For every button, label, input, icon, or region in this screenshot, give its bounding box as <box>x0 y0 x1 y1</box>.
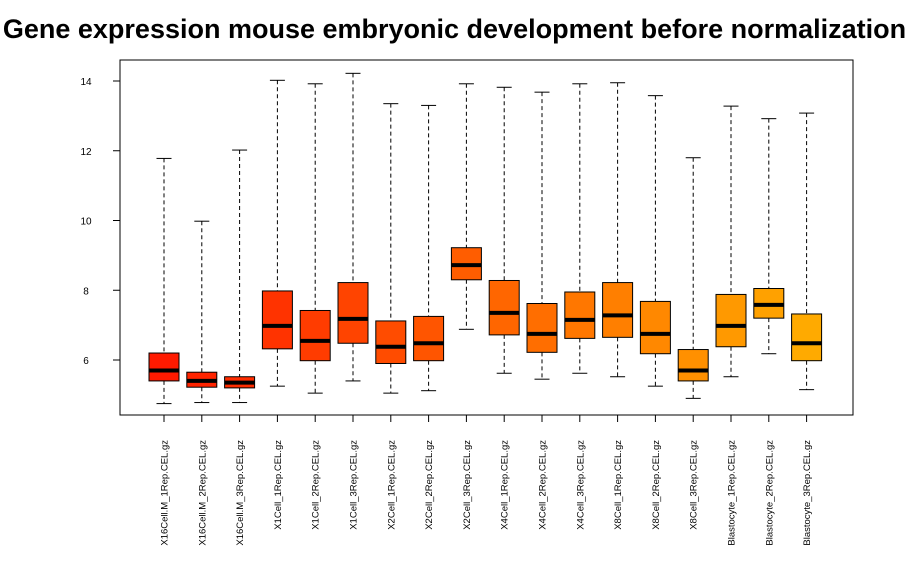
box-16 <box>753 118 785 355</box>
plot-frame <box>119 59 854 416</box>
box-8 <box>450 83 482 330</box>
x-tick-label: X4Cell_2Rep.CEL.gz <box>538 440 549 530</box>
x-tick-label: Blastocyte_3Rep.CEL.gz <box>802 440 813 546</box>
iqr-box <box>639 300 671 355</box>
y-tick-label: 6 <box>83 356 89 367</box>
x-tick-label: X8Cell_1Rep.CEL.gz <box>613 440 624 530</box>
box-15 <box>715 105 747 378</box>
box-17 <box>791 112 823 391</box>
iqr-box <box>299 309 331 362</box>
y-tick-label: 14 <box>80 77 92 88</box>
chart-title: Gene expression mouse embryonic developm… <box>2 14 907 44</box>
iqr-box <box>488 279 520 336</box>
iqr-box <box>337 282 369 344</box>
box-11 <box>564 83 596 374</box>
box-10 <box>526 91 558 380</box>
x-axis-labels: X16Cell.M_1Rep.CEL.gz X16Cell.M_2Rep.CEL.… <box>160 415 813 546</box>
box-12 <box>602 82 634 378</box>
box-0 <box>148 157 180 405</box>
x-tick-label: X8Cell_3Rep.CEL.gz <box>689 440 700 530</box>
iqr-box <box>602 282 634 338</box>
y-tick-label: 12 <box>80 147 92 158</box>
iqr-box <box>564 291 596 339</box>
x-tick-label: X1Cell_2Rep.CEL.gz <box>311 440 322 530</box>
box-2 <box>224 149 256 404</box>
x-tick-label: X8Cell_2Rep.CEL.gz <box>651 440 662 530</box>
x-tick-label: X4Cell_3Rep.CEL.gz <box>575 440 586 530</box>
x-tick-label: X1Cell_3Rep.CEL.gz <box>349 440 360 530</box>
x-tick-label: X2Cell_3Rep.CEL.gz <box>462 440 473 530</box>
iqr-box <box>677 349 709 382</box>
iqr-box <box>715 293 747 348</box>
iqr-box <box>526 303 558 353</box>
iqr-box <box>261 290 293 350</box>
x-tick-label: X16Cell.M_3Rep.CEL.gz <box>235 440 246 546</box>
box-7 <box>413 104 445 392</box>
iqr-box <box>413 315 445 362</box>
x-tick-label: X1Cell_1Rep.CEL.gz <box>273 440 284 530</box>
box-14 <box>677 157 709 399</box>
y-tick-label: 10 <box>80 217 92 228</box>
x-tick-label: Blastocyte_2Rep.CEL.gz <box>764 440 775 546</box>
box-9 <box>488 86 520 374</box>
box-4 <box>299 83 331 394</box>
box-13 <box>639 95 671 387</box>
iqr-box <box>148 352 180 382</box>
x-tick-label: Blastocyte_1Rep.CEL.gz <box>727 440 738 546</box>
x-tick-label: X16Cell.M_2Rep.CEL.gz <box>197 440 208 546</box>
x-tick-label: X16Cell.M_1Rep.CEL.gz <box>160 440 171 546</box>
y-axis: 6 8 10 12 14 <box>80 77 120 367</box>
box-3 <box>261 79 293 387</box>
iqr-box <box>375 320 407 364</box>
box-1 <box>186 220 218 404</box>
y-tick-label: 8 <box>83 286 89 297</box>
box-5 <box>337 72 369 382</box>
x-tick-label: X2Cell_2Rep.CEL.gz <box>424 440 435 530</box>
box-series <box>148 72 823 405</box>
x-tick-label: X4Cell_1Rep.CEL.gz <box>500 440 511 530</box>
box-6 <box>375 103 407 394</box>
x-tick-label: X2Cell_1Rep.CEL.gz <box>386 440 397 530</box>
iqr-box <box>791 313 823 362</box>
